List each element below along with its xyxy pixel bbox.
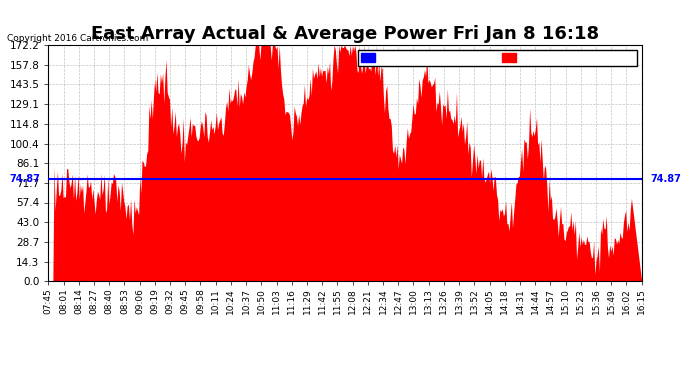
Text: Copyright 2016 Cartronics.com: Copyright 2016 Cartronics.com <box>7 34 148 43</box>
Text: 74.87: 74.87 <box>650 174 681 183</box>
Legend: Average  (DC Watts), East Array  (DC Watts): Average (DC Watts), East Array (DC Watts… <box>358 50 637 66</box>
Text: 74.87: 74.87 <box>9 174 40 183</box>
Title: East Array Actual & Average Power Fri Jan 8 16:18: East Array Actual & Average Power Fri Ja… <box>91 26 599 44</box>
